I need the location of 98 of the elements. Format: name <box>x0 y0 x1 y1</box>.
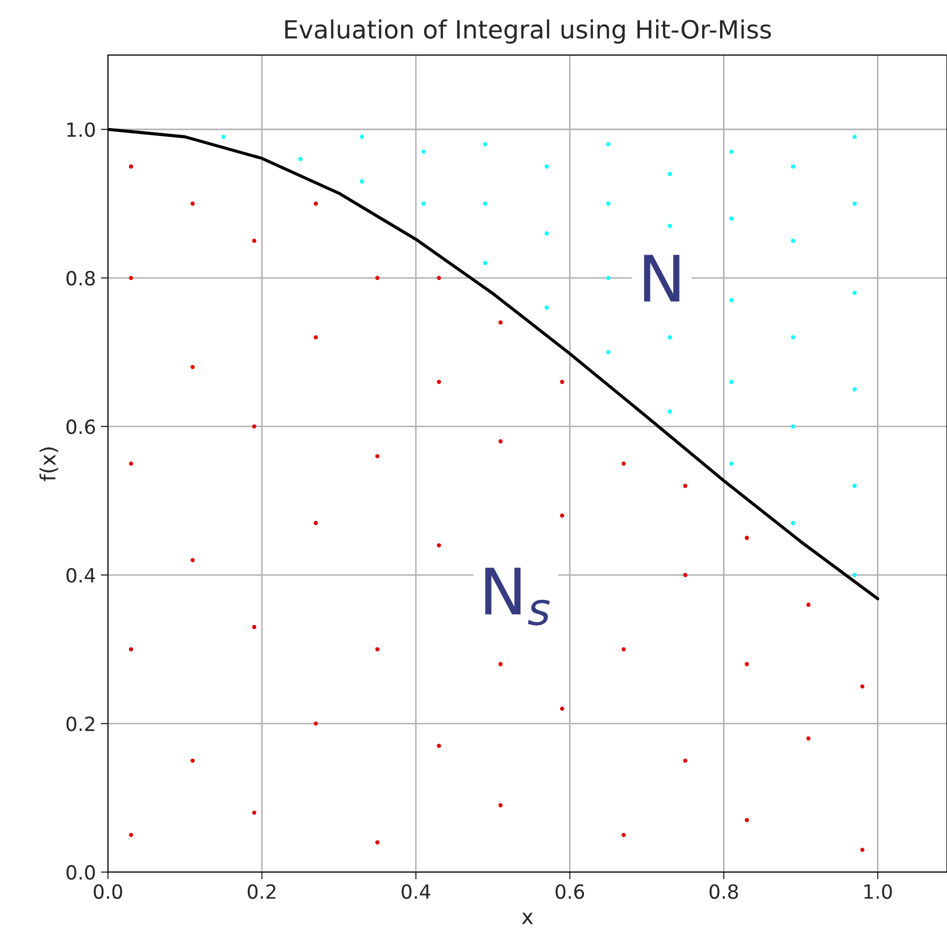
point <box>860 848 864 852</box>
point <box>606 202 610 206</box>
point <box>790 164 796 169</box>
x-tick-label: 0.8 <box>710 884 738 899</box>
point <box>128 164 134 169</box>
x-tick-label: 1.0 <box>864 884 892 899</box>
point <box>729 380 734 384</box>
point <box>252 810 256 815</box>
point <box>298 157 302 162</box>
point <box>544 164 549 169</box>
point <box>744 662 749 666</box>
point <box>668 172 672 176</box>
point <box>483 202 488 206</box>
point <box>683 572 688 578</box>
point <box>852 134 857 139</box>
point <box>252 624 256 630</box>
point <box>560 706 564 711</box>
point <box>314 520 318 526</box>
point <box>436 744 442 748</box>
point <box>483 260 488 266</box>
point <box>852 202 857 206</box>
point <box>729 216 734 221</box>
point <box>852 484 857 488</box>
point <box>252 424 256 429</box>
point <box>744 536 749 540</box>
point <box>852 387 857 392</box>
x-tick-label: 0.4 <box>402 884 430 899</box>
point <box>360 179 364 184</box>
point <box>375 276 380 280</box>
point <box>314 335 318 340</box>
point <box>544 231 549 236</box>
point <box>852 572 857 578</box>
point <box>436 276 442 280</box>
point <box>498 320 503 325</box>
point <box>790 238 796 243</box>
x-tick-label: 0.6 <box>556 884 584 899</box>
point <box>729 298 734 302</box>
point <box>860 684 864 688</box>
point <box>436 543 442 548</box>
point <box>360 134 364 139</box>
point <box>622 832 626 838</box>
y-tick-label: 0.6 <box>66 419 95 434</box>
x-tick-label: 0.0 <box>94 884 122 899</box>
point <box>606 142 610 146</box>
point <box>560 380 564 384</box>
y-tick-label: 0.2 <box>66 716 94 732</box>
point <box>806 602 811 607</box>
point <box>128 276 134 280</box>
point <box>252 238 256 243</box>
point <box>683 484 688 488</box>
point <box>483 142 488 146</box>
point <box>668 410 672 414</box>
point <box>729 462 734 466</box>
point <box>314 202 318 206</box>
point <box>852 290 857 295</box>
point <box>128 462 134 466</box>
chart-title: Evaluation of Integral using Hit-Or-Miss <box>285 19 771 44</box>
point <box>190 364 195 370</box>
point <box>790 520 796 526</box>
point <box>806 736 811 740</box>
point <box>221 134 226 139</box>
point <box>560 514 564 518</box>
point <box>421 202 426 206</box>
annotation: N$_{s}$ <box>485 568 550 626</box>
y-tick-label: 0.0 <box>66 865 95 880</box>
point <box>190 758 195 763</box>
point <box>375 454 380 458</box>
point <box>790 335 796 340</box>
x-tick-label: 0.2 <box>248 884 276 899</box>
point <box>498 662 503 666</box>
point <box>128 832 134 838</box>
point <box>729 150 734 154</box>
point <box>668 335 672 340</box>
point <box>606 276 610 280</box>
point <box>790 424 796 429</box>
point <box>190 202 195 206</box>
point <box>375 840 380 844</box>
point <box>683 758 688 763</box>
x-axis-title: x <box>522 912 533 924</box>
point <box>421 150 426 154</box>
y-tick-label: 0.8 <box>66 270 95 286</box>
point <box>622 462 626 466</box>
point <box>128 647 134 652</box>
point <box>190 558 195 562</box>
point <box>744 818 749 822</box>
point <box>375 647 380 652</box>
point <box>436 380 442 384</box>
point <box>606 350 610 354</box>
point <box>544 306 549 310</box>
point <box>498 803 503 808</box>
point <box>498 439 503 444</box>
point <box>668 224 672 228</box>
annotation: N <box>644 254 680 302</box>
point <box>622 647 626 652</box>
y-tick-label: 1.0 <box>67 122 95 138</box>
y-axis-title: f(x) <box>40 447 58 482</box>
y-tick-label: 0.4 <box>66 568 96 583</box>
point <box>314 721 318 726</box>
